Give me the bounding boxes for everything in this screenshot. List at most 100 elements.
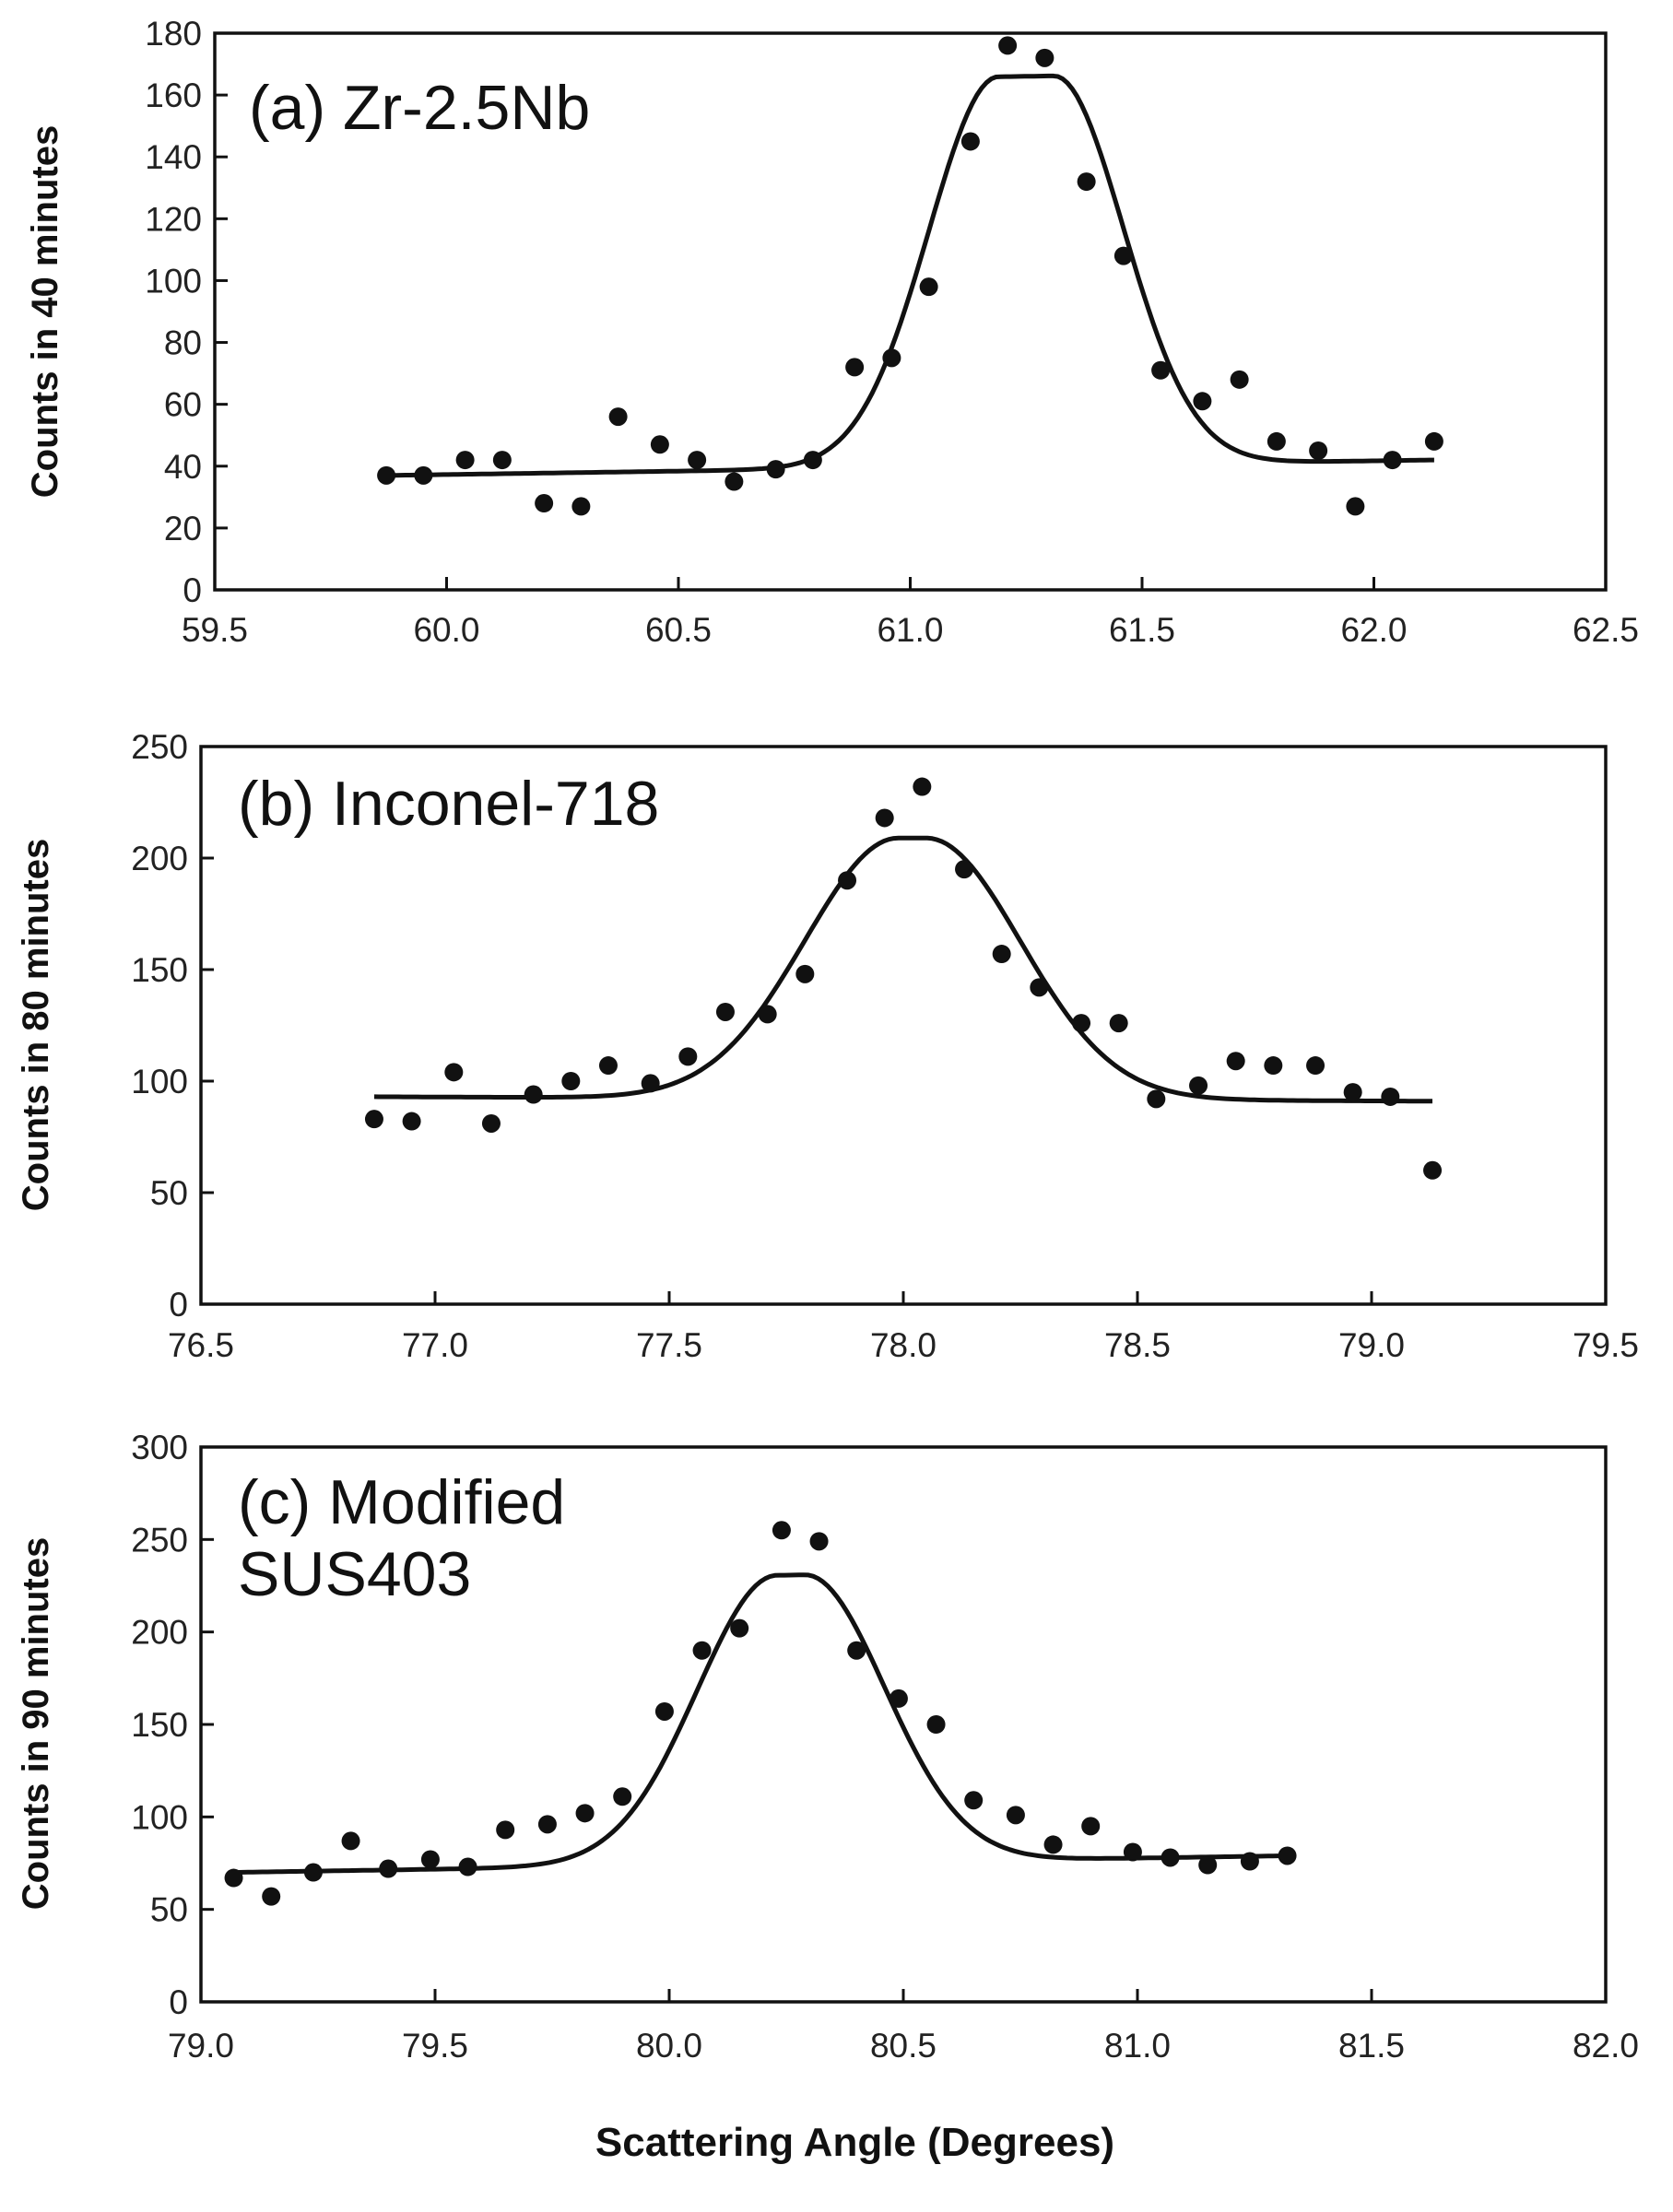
x-tick-label: 79.5 [1573,1326,1639,1364]
data-point [688,451,707,470]
data-point [964,1791,984,1810]
data-point [364,1110,383,1129]
data-point [379,1859,398,1878]
y-tick-label: 250 [131,728,188,766]
panel-title: (a) Zr-2.5Nb [249,73,590,143]
x-tick-label: 60.0 [413,611,479,649]
x-tick-label: 79.5 [402,2027,468,2065]
data-point [1006,1806,1025,1825]
y-tick-label: 0 [169,1983,188,2021]
data-point [303,1863,323,1882]
data-point [1278,1846,1297,1865]
data-point [766,460,785,479]
data-point [960,132,980,151]
data-point [1151,360,1171,380]
data-point [641,1074,660,1093]
x-tick-label: 62.5 [1573,611,1639,649]
panel-title-line: (b) Inconel-718 [238,769,659,839]
panel-title-line: SUS403 [238,1539,471,1609]
x-tick-label: 62.0 [1340,611,1407,649]
data-point [1230,370,1249,389]
data-point [537,1815,557,1834]
y-tick-label: 60 [164,386,202,424]
data-point [608,407,628,427]
data-point [845,358,865,377]
data-point [955,860,974,879]
data-point [650,435,669,454]
y-tick-label: 150 [131,1706,188,1744]
data-point [919,277,938,297]
chart-panel-b: 0 50 100 150 200 250 76.5 77.0 77.5 78.0 78.5 79.0 7… [16,728,1639,1364]
data-point [1189,1076,1208,1095]
x-tick-label: 78.5 [1104,1326,1171,1364]
data-point [444,1063,464,1082]
data-point [524,1085,543,1104]
data-point [913,777,932,796]
data-point [1160,1848,1180,1867]
data-point [598,1056,618,1076]
data-point [725,472,744,491]
y-tick-label: 160 [145,76,202,114]
data-point [692,1641,712,1660]
data-point [875,808,894,828]
data-point [992,945,1011,964]
x-axis-title: Scattering Angle (Degrees) [595,2120,1115,2165]
fit-curve [233,1572,1288,1875]
x-tick-label: 81.5 [1338,2027,1405,2065]
data-point [377,465,396,485]
panel-title: (c) Modified SUS403 [238,1467,565,1609]
y-tick-label: 200 [131,1614,188,1652]
y-tick-label: 100 [131,1063,188,1100]
data-point [535,494,554,513]
data-point [613,1787,632,1806]
data-point [758,1005,777,1024]
y-tick-label: 300 [131,1429,188,1466]
y-tick-label: 0 [183,571,202,609]
x-tick-label: 80.0 [636,2027,702,2065]
data-point [803,451,822,470]
x-tick-label: 79.0 [1338,1326,1405,1364]
y-tick-label: 150 [131,951,188,989]
x-tick-label: 82.0 [1573,2027,1639,2065]
data-point [414,465,433,485]
x-tick-label: 81.0 [1104,2027,1171,2065]
y-axis-title: Counts in 90 minutes [16,1537,56,1911]
data-point [772,1521,791,1540]
data-point [1309,441,1328,460]
data-point [1226,1052,1245,1071]
data-point [1346,497,1365,516]
data-point [795,964,815,983]
y-tick-label: 120 [145,200,202,238]
data-point [455,451,475,470]
data-point [889,1688,908,1708]
y-tick-label: 50 [150,1891,188,1929]
fit-curve [386,73,1434,478]
data-point [402,1112,421,1131]
data-point [492,451,512,470]
data-point [678,1047,698,1066]
y-tick-label: 250 [131,1521,188,1559]
data-point [654,1701,674,1721]
x-tick-label: 77.5 [636,1326,702,1364]
data-point [998,36,1018,55]
data-point [1264,1056,1283,1076]
data-point [1081,1817,1101,1836]
data-point [1424,431,1443,451]
y-tick-label: 200 [131,840,188,877]
data-point [926,1715,946,1734]
data-point [730,1618,749,1638]
x-tick-label: 77.0 [402,1326,468,1364]
chart-panel-a: 0 20 40 60 80 100 120 140 160 180 59.5 60.0 60.5 61.0… [25,15,1639,649]
data-point [847,1641,866,1660]
x-tick-label: 61.0 [877,611,943,649]
data-point [224,1868,243,1888]
y-tick-label: 140 [145,138,202,176]
data-point [882,348,901,368]
y-tick-label: 80 [164,324,202,362]
data-point [1072,1014,1091,1033]
data-point [1147,1089,1166,1109]
data-point [1198,1855,1218,1875]
y-tick-label: 20 [164,510,202,547]
y-axis-title: Counts in 80 minutes [16,839,56,1212]
